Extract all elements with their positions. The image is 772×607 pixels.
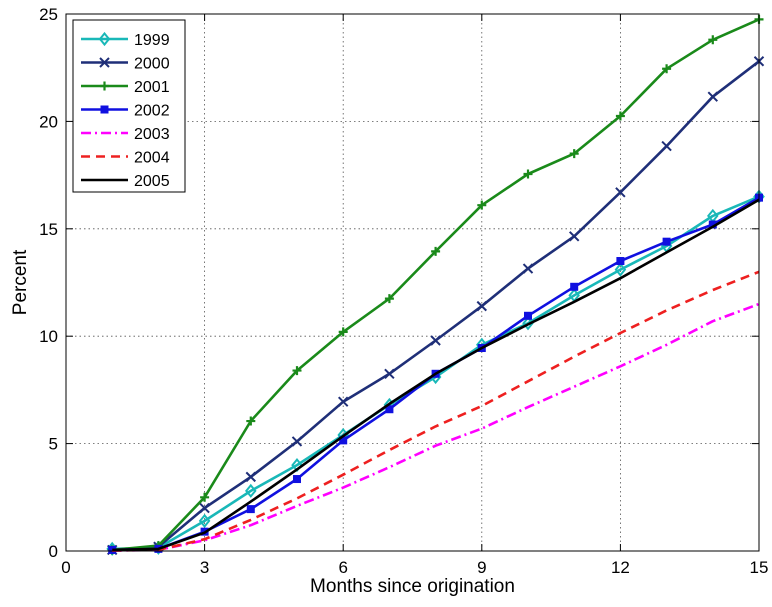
data-point-2000 (430, 335, 441, 346)
legend-marker (98, 31, 111, 47)
x-tick-label: 6 (338, 558, 347, 577)
series-2003 (112, 302, 760, 552)
legend-item-2001: 2001 (81, 79, 170, 96)
y-tick-label: 20 (39, 112, 58, 131)
data-point-2000 (384, 368, 395, 379)
data-point-2001 (569, 149, 579, 159)
series-layer (106, 14, 765, 556)
data-point-2001 (477, 200, 487, 210)
y-axis-label: Percent (10, 249, 31, 315)
plot-frame (65, 13, 760, 552)
legend-item-2002: 2002 (81, 103, 170, 120)
series-line-2004 (112, 270, 760, 552)
data-point-2000 (568, 231, 580, 242)
axis-ticks: 0 3 6 9 12 15 0 5 10 15 20 25 (39, 5, 768, 577)
data-point-1999 (614, 262, 627, 277)
data-point-2001 (615, 111, 625, 121)
legend-label: 2004 (134, 150, 170, 167)
grid-lines (66, 14, 759, 551)
series-line-2003 (112, 302, 760, 552)
data-point-2001 (708, 35, 718, 45)
data-point-2001 (384, 294, 394, 304)
x-tick-label: 3 (200, 558, 209, 577)
series-2005 (112, 198, 760, 552)
data-point-2002 (616, 257, 625, 266)
data-point-2001 (338, 327, 348, 337)
x-axis-label: Months since origination (310, 576, 515, 597)
data-point-2000 (615, 187, 626, 198)
series-line-2005 (112, 198, 760, 552)
data-point-1999 (198, 513, 211, 529)
data-point-1999 (522, 316, 534, 331)
data-point-2002 (524, 311, 532, 320)
legend-item-2000: 2000 (81, 56, 170, 73)
legend-item-2004: 2004 (81, 150, 170, 167)
data-point-2000 (476, 300, 488, 312)
x-tick-label: 9 (477, 558, 486, 577)
y-tick-label: 25 (39, 5, 58, 24)
legend-label: 2000 (134, 56, 170, 73)
data-point-2000 (291, 436, 303, 447)
data-point-2000 (661, 140, 672, 152)
x-tick-label: 15 (750, 558, 769, 577)
data-point-2002 (246, 505, 255, 514)
legend-label: 1999 (134, 32, 170, 49)
legend-marker (100, 81, 109, 91)
legend-marker (99, 57, 110, 68)
data-point-2000 (245, 471, 257, 483)
data-point-2002 (293, 475, 301, 484)
data-point-2001 (431, 246, 441, 256)
legend-label: 2005 (134, 173, 170, 190)
data-point-2001 (246, 416, 256, 426)
legend-label: 2002 (134, 103, 170, 120)
legend-box (72, 19, 186, 193)
data-point-2000 (522, 263, 534, 274)
data-point-2001 (200, 492, 210, 502)
legend-label: 2001 (134, 79, 170, 96)
y-tick-label: 15 (39, 220, 58, 239)
legend-label: 2003 (134, 126, 170, 143)
y-tick-label: 10 (39, 327, 58, 346)
data-point-2001 (292, 366, 302, 376)
y-tick-label: 5 (49, 435, 58, 454)
x-tick-label: 12 (611, 558, 630, 577)
data-point-2001 (662, 64, 672, 74)
legend: 1999 2000 2001 2002 2003 2004 2005 (72, 19, 186, 193)
legend-item-2005: 2005 (81, 173, 170, 190)
x-tick-label: 0 (61, 558, 70, 577)
data-point-2002 (662, 237, 671, 246)
series-2004 (112, 270, 760, 552)
data-point-1999 (245, 483, 257, 498)
data-point-2000 (199, 502, 210, 514)
legend-item-1999: 1999 (81, 31, 170, 49)
data-point-2000 (337, 396, 349, 407)
data-point-2000 (707, 91, 719, 102)
data-point-2001 (523, 169, 533, 179)
legend-marker (100, 105, 109, 114)
y-tick-label: 0 (49, 542, 58, 561)
data-point-2002 (570, 282, 579, 291)
legend-item-2003: 2003 (81, 126, 170, 143)
data-point-2002 (385, 405, 394, 414)
